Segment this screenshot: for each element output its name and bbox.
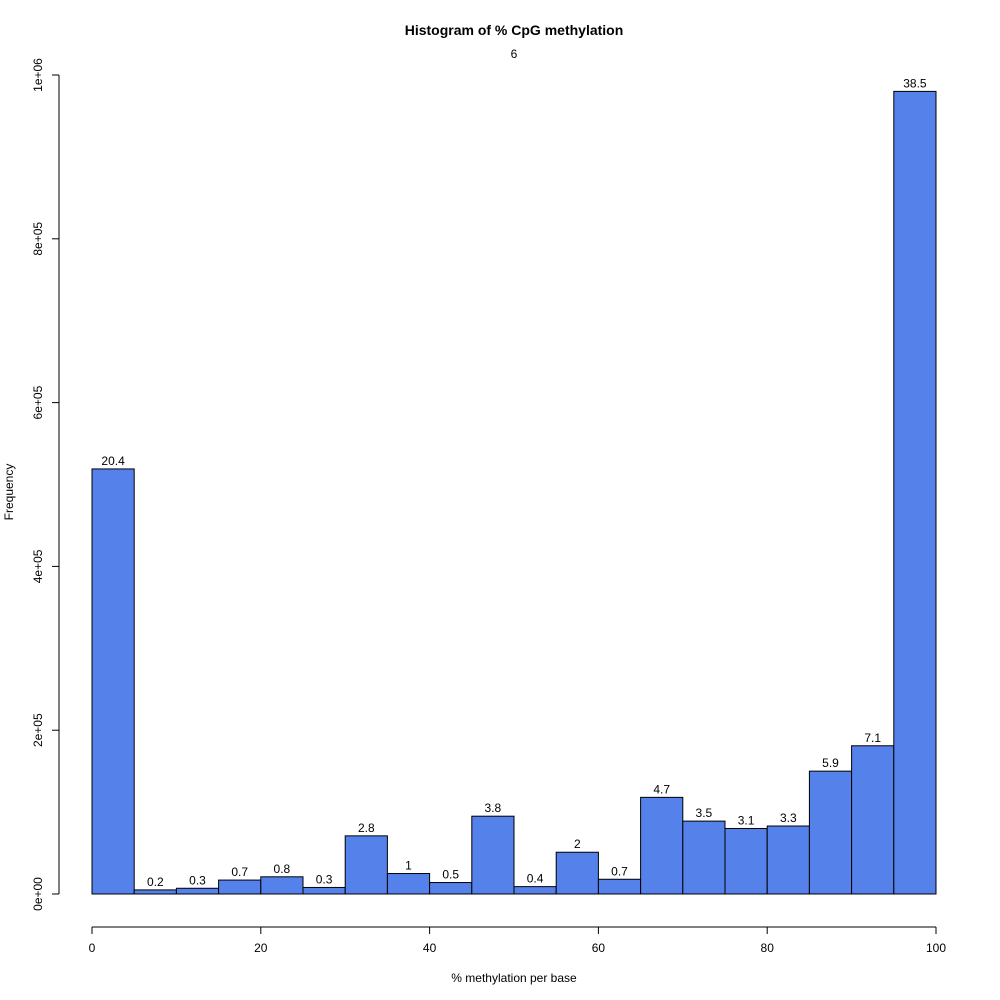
- chart-subtitle: 6: [511, 47, 518, 61]
- bars-group: [91, 90, 937, 895]
- bar-value-label: 0.2: [147, 875, 164, 889]
- x-tick-label: 80: [761, 941, 775, 955]
- histogram-bar: [597, 878, 642, 895]
- bar-value-label: 5.9: [822, 756, 839, 770]
- histogram-bar: [555, 851, 599, 895]
- x-tick-label: 40: [423, 941, 437, 955]
- bar-value-label: 38.5: [903, 76, 927, 90]
- histogram-bar: [302, 886, 346, 895]
- bar-value-label: 4.7: [653, 782, 670, 796]
- x-tick-label: 0: [89, 941, 96, 955]
- bar-value-label: 0.4: [527, 872, 544, 886]
- y-axis-label: Frequency: [2, 464, 16, 521]
- histogram-bar: [471, 815, 515, 895]
- histogram-bar: [640, 796, 684, 895]
- x-tick-label: 100: [926, 941, 946, 955]
- histogram-bar: [682, 820, 726, 895]
- bar-value-label: 1: [405, 859, 412, 873]
- y-tick-label: 1e+06: [31, 58, 45, 92]
- histogram-bar: [766, 825, 810, 895]
- bar-value-label: 20.4: [101, 454, 125, 468]
- bar-value-label: 3.5: [696, 806, 713, 820]
- bar-labels-group: 20.4 0.2 0.3 0.7 0.8 0.3 2.8 1 0.5 3.8 0.4 2 0.7 4.7 3…: [101, 76, 926, 889]
- bar-value-label: 0.8: [274, 862, 291, 876]
- histogram-bar: [851, 745, 895, 895]
- bar-value-label: 0.7: [231, 865, 248, 879]
- chart-title: Histogram of % CpG methylation: [405, 22, 624, 38]
- histogram-bar: [260, 876, 304, 895]
- bar-value-label: 0.3: [316, 872, 333, 886]
- x-tick-label: 60: [592, 941, 606, 955]
- histogram-bar: [133, 889, 177, 895]
- x-axis: 0 20 40 60 80 100: [89, 926, 946, 955]
- x-axis-label: % methylation per base: [451, 971, 577, 985]
- y-axis: 0e+00 2e+05 4e+05 6e+05 8e+05 1e+06: [31, 58, 60, 911]
- bar-value-label: 3.8: [485, 801, 502, 815]
- bar-value-label: 0.7: [611, 864, 628, 878]
- histogram-bar: [513, 886, 557, 895]
- histogram-bar: [724, 827, 768, 895]
- histogram-bar: [218, 879, 262, 895]
- bar-value-label: 2.8: [358, 821, 375, 835]
- y-tick-label: 0e+00: [31, 877, 45, 911]
- histogram-bar: [429, 882, 473, 895]
- histogram-bar: [91, 468, 135, 895]
- y-tick-label: 8e+05: [31, 222, 45, 256]
- y-tick-label: 2e+05: [31, 713, 45, 747]
- histogram-bar: [808, 770, 853, 895]
- y-tick-label: 6e+05: [31, 385, 45, 419]
- bar-value-label: 0.3: [189, 873, 206, 887]
- bar-value-label: 2: [574, 837, 581, 851]
- bar-value-label: 3.3: [780, 811, 797, 825]
- histogram-bar: [386, 873, 431, 895]
- bar-value-label: 0.5: [442, 868, 459, 882]
- bar-value-label: 7.1: [864, 731, 881, 745]
- x-tick-label: 20: [254, 941, 268, 955]
- histogram-bar: [893, 90, 937, 895]
- histogram-bar: [344, 835, 388, 895]
- histogram-bar: [175, 887, 220, 895]
- bar-value-label: 3.1: [738, 813, 755, 827]
- y-tick-label: 4e+05: [31, 549, 45, 583]
